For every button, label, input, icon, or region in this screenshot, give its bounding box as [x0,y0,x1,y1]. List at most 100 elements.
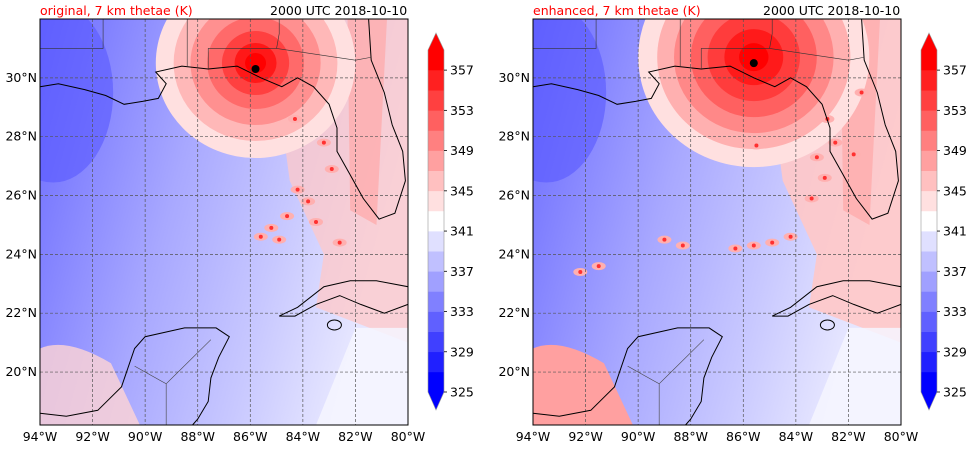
isla-de-la-juventud [819,319,835,331]
colorbar-segment [428,251,444,272]
map-panel: 94°W 92°W 90°W 88°W 86°W 84°W 82°W 80°W 20°N 22°N… [5,18,426,444]
colorbar-segment [921,251,937,272]
colorbar-tick-label: 341 [450,224,474,239]
x-tick-label: 86°W [726,429,761,444]
y-tick-label: 20°N [5,364,37,379]
x-tick-label: 92°W [568,429,603,444]
storm-center-marker [749,59,758,68]
convective-cell-core [578,270,583,275]
colorbar-segment [921,150,937,172]
x-tick-label: 80°W [391,429,426,444]
convective-cell-core [269,225,274,230]
state-border [134,339,212,425]
colorbar-segment [921,271,937,292]
thetae-field [533,19,901,425]
coastline-gulf [39,18,406,220]
convective-cell-core [306,199,311,204]
colorbar-segment [428,210,444,232]
map-panel: 94°W 92°W 90°W 88°W 86°W 84°W 82°W 80°W 20°N 22°N… [498,18,919,444]
x-tick-label: 94°W [23,429,58,444]
colorbar-segment [428,90,444,111]
convective-cell-core [814,155,819,160]
x-tick-label: 80°W [884,429,919,444]
colorbar-tick-label: 345 [943,183,967,198]
colorbar-tick-label: 349 [943,143,967,158]
neutral-region [809,327,901,425]
coastline-gulf [532,18,899,220]
colorbar-segment [921,170,937,192]
colorbar-segment [921,90,937,111]
state-border [769,48,865,61]
x-tick-label: 88°W [673,429,708,444]
colorbar-segment [921,130,937,151]
y-tick-label: 28°N [498,129,530,144]
colorbar: 325 329 333 337 341 345 349 353 357 [427,32,474,411]
colorbar-tick-label: 325 [450,385,474,400]
convective-cell-core [277,237,282,242]
coastline-yucatan [532,327,723,426]
x-tick-label: 90°W [621,429,656,444]
y-tick-label: 28°N [5,129,37,144]
chart-title: original, 7 km thetae (K) [40,3,193,18]
convective-cell-core [596,264,601,269]
colorbar-segment [921,291,937,312]
state-border [276,48,372,61]
colorbar-extend-min [921,392,937,410]
convective-cell-core [295,187,300,192]
colorbar-segment [428,130,444,151]
colorbar-segment [921,331,937,353]
convective-cell-core [822,175,827,180]
convective-cell-core [258,234,263,239]
colorbar-segment [428,50,444,71]
colorbar: 325 329 333 337 341 345 349 353 357 [920,32,967,411]
convective-cell-core [859,90,864,95]
warm-band-florida [347,19,387,225]
colorbar-extend-max [921,33,937,50]
convective-cell-core [809,196,814,201]
colorbar-tick-label: 329 [943,344,967,359]
colorbar-segment [921,210,937,232]
warm-region-southwest [533,344,633,425]
y-tick-label: 20°N [498,364,530,379]
colorbar-tick-label: 329 [450,344,474,359]
state-border [40,19,104,49]
colorbar-tick-label: 337 [943,264,967,279]
convective-cell-core [751,243,756,248]
x-tick-label: 82°W [831,429,866,444]
colorbar-tick-label: 333 [450,304,474,319]
colorbar-tick-label: 353 [450,103,474,118]
colorbar-tick-label: 345 [450,183,474,198]
colorbar-segment [921,351,937,373]
state-border [533,19,597,49]
colorbar-tick-label: 337 [450,264,474,279]
storm-contour [245,53,267,74]
convective-cell-core [285,214,290,219]
y-tick-label: 26°N [5,188,37,203]
colorbar-segment [428,231,444,252]
coastline-yucatan [39,327,230,426]
colorbar-tick-label: 341 [943,224,967,239]
convective-cell-core [770,240,775,245]
colorbar-segment [428,150,444,172]
convective-cell-core [680,243,685,248]
x-tick-label: 90°W [128,429,163,444]
colorbar-segment [921,371,937,393]
y-tick-label: 22°N [498,305,530,320]
neutral-region [316,327,408,425]
thetae-field [40,19,408,425]
x-tick-label: 84°W [779,429,814,444]
y-tick-label: 24°N [498,246,530,261]
convective-cell-core [754,143,759,148]
colorbar-segment [428,291,444,312]
colorbar-tick-label: 357 [450,63,474,78]
colorbar-tick-label: 325 [943,385,967,400]
colorbar-segment [428,170,444,192]
colorbar-extend-min [428,392,444,410]
colorbar-segment [921,190,937,212]
colorbar-extend-max [428,33,444,50]
convective-cell-core [788,234,793,239]
cold-region [533,19,607,183]
convective-cell-core [733,246,738,251]
colorbar-tick-label: 333 [943,304,967,319]
